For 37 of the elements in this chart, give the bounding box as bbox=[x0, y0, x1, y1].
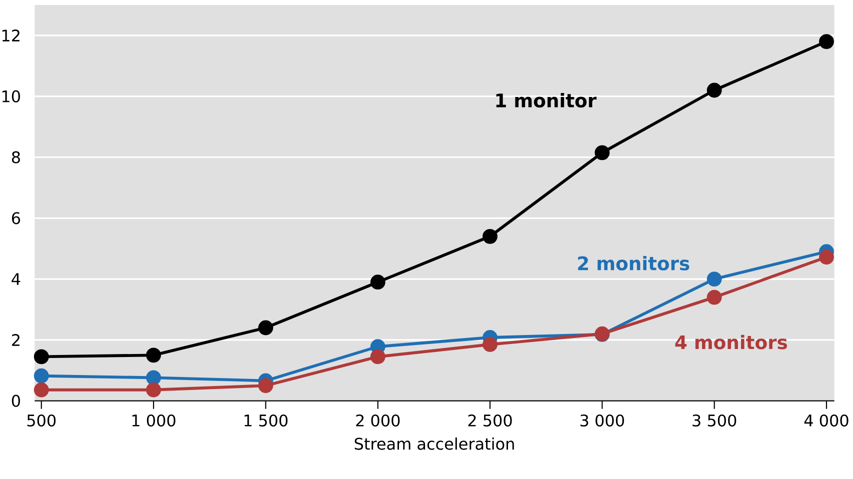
x-tick-label: 1 500 bbox=[244, 414, 288, 427]
point bbox=[258, 378, 274, 394]
point bbox=[146, 348, 162, 363]
point bbox=[34, 349, 49, 364]
point bbox=[706, 82, 722, 98]
x-tick-label: 4 000 bbox=[804, 414, 848, 427]
y-tick-label: 6 bbox=[12, 212, 20, 224]
x-tick-label: 500 bbox=[27, 414, 56, 427]
x-tick-label: 1 000 bbox=[132, 414, 176, 427]
point bbox=[370, 349, 386, 364]
x-tick-label: 3 500 bbox=[692, 414, 736, 427]
y-tick-label: 0 bbox=[12, 394, 20, 407]
point bbox=[482, 229, 498, 244]
y-tick-label: 10 bbox=[2, 90, 20, 102]
point bbox=[819, 34, 834, 50]
point bbox=[819, 250, 834, 265]
point bbox=[146, 382, 162, 398]
point bbox=[34, 368, 49, 384]
text: 1 monitor bbox=[496, 93, 597, 108]
point bbox=[594, 145, 610, 160]
y-tick-label: 8 bbox=[12, 151, 20, 164]
x-tick-label: 2 000 bbox=[356, 414, 400, 427]
point bbox=[706, 272, 722, 287]
point bbox=[706, 290, 722, 305]
series-label: 4 monitors bbox=[675, 334, 787, 350]
x-tick-label: 3 000 bbox=[580, 414, 624, 427]
point bbox=[258, 320, 274, 336]
y-tick-label: 4 bbox=[12, 273, 20, 285]
series-label: 2 monitors bbox=[578, 256, 690, 271]
point bbox=[482, 337, 498, 352]
point bbox=[370, 274, 386, 290]
y-tick-label: 12 bbox=[2, 30, 20, 42]
point bbox=[146, 370, 162, 386]
x-tick-label: 2 500 bbox=[468, 414, 512, 427]
y-tick-label: 2 bbox=[12, 334, 20, 346]
point bbox=[34, 382, 49, 398]
x-axis-title: Stream acceleration bbox=[354, 438, 514, 450]
